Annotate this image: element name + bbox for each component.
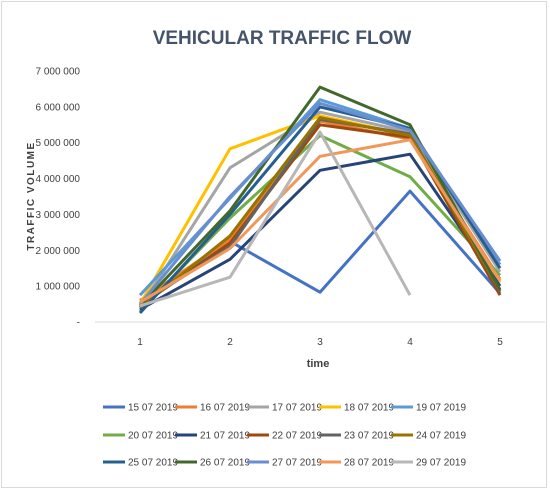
- legend-label: 18 07 2019: [344, 403, 394, 414]
- legend-label: 21 07 2019: [200, 431, 250, 442]
- series-line-12: [138, 85, 502, 307]
- x-axis-label: time: [307, 358, 330, 370]
- legend-item: 21 07 2019: [175, 431, 250, 442]
- legend-item: 27 07 2019: [247, 458, 322, 469]
- x-tick-label: 1: [137, 337, 143, 348]
- legend-label: 22 07 2019: [272, 431, 322, 442]
- x-tick-label: 5: [497, 337, 503, 348]
- legend-item: 20 07 2019: [103, 431, 178, 442]
- legend-item: 23 07 2019: [319, 431, 394, 442]
- legend-label: 24 07 2019: [416, 431, 466, 442]
- y-tick-label: 2 000 000: [36, 246, 81, 257]
- legend-label: 17 07 2019: [272, 403, 322, 414]
- legend-label: 28 07 2019: [344, 458, 394, 469]
- legend-label: 23 07 2019: [344, 431, 394, 442]
- series-line-7: [139, 152, 502, 311]
- y-tick-label: 7 000 000: [36, 67, 81, 78]
- y-tick-label: 6 000 000: [36, 102, 81, 113]
- y-tick-label: 3 000 000: [36, 210, 81, 221]
- legend-item: 26 07 2019: [175, 458, 250, 469]
- legend-item: 19 07 2019: [391, 403, 466, 414]
- legend-label: 29 07 2019: [416, 458, 466, 469]
- y-tick-label: 5 000 000: [36, 138, 81, 149]
- legend-label: 25 07 2019: [128, 458, 178, 469]
- y-tick-labels: - 1 000 000 2 000 000 3 000 000 4 000 000 5 0…: [36, 67, 81, 329]
- series-line-4: [138, 114, 502, 305]
- y-axis-label: TRAFFIC VOLUME: [26, 141, 37, 250]
- legend: 15 07 2019 16 07 2019 17 07 2019 18 07 2019…: [103, 403, 466, 469]
- legend-label: 19 07 2019: [416, 403, 466, 414]
- y-tick-label: 1 000 000: [36, 282, 81, 293]
- legend-item: 16 07 2019: [175, 403, 250, 414]
- series-line-15: [139, 130, 412, 308]
- x-tick-label: 4: [407, 337, 413, 348]
- legend-item: 25 07 2019: [103, 458, 178, 469]
- legend-item: 22 07 2019: [247, 431, 322, 442]
- x-tick-labels: 1 2 3 4 5: [137, 337, 503, 348]
- legend-item: 17 07 2019: [247, 403, 322, 414]
- legend-item: 24 07 2019: [391, 431, 466, 442]
- legend-label: 27 07 2019: [272, 458, 322, 469]
- legend-label: 16 07 2019: [200, 403, 250, 414]
- legend-item: 28 07 2019: [319, 458, 394, 469]
- series-line-8: [139, 123, 502, 308]
- y-tick-label: -: [77, 318, 80, 329]
- legend-label: 20 07 2019: [128, 431, 178, 442]
- legend-label: 15 07 2019: [128, 403, 178, 414]
- x-tick-label: 2: [227, 337, 233, 348]
- series-line-14: [139, 138, 502, 304]
- legend-label: 26 07 2019: [200, 458, 250, 469]
- legend-item: 15 07 2019: [103, 403, 178, 414]
- series-lines: [138, 85, 502, 315]
- legend-item: 29 07 2019: [391, 458, 466, 469]
- chart-title: VEHICULAR TRAFFIC FLOW: [153, 28, 412, 49]
- series-line-13: [138, 101, 502, 306]
- y-tick-label: 4 000 000: [36, 174, 81, 185]
- legend-item: 18 07 2019: [319, 403, 394, 414]
- x-tick-label: 3: [317, 337, 323, 348]
